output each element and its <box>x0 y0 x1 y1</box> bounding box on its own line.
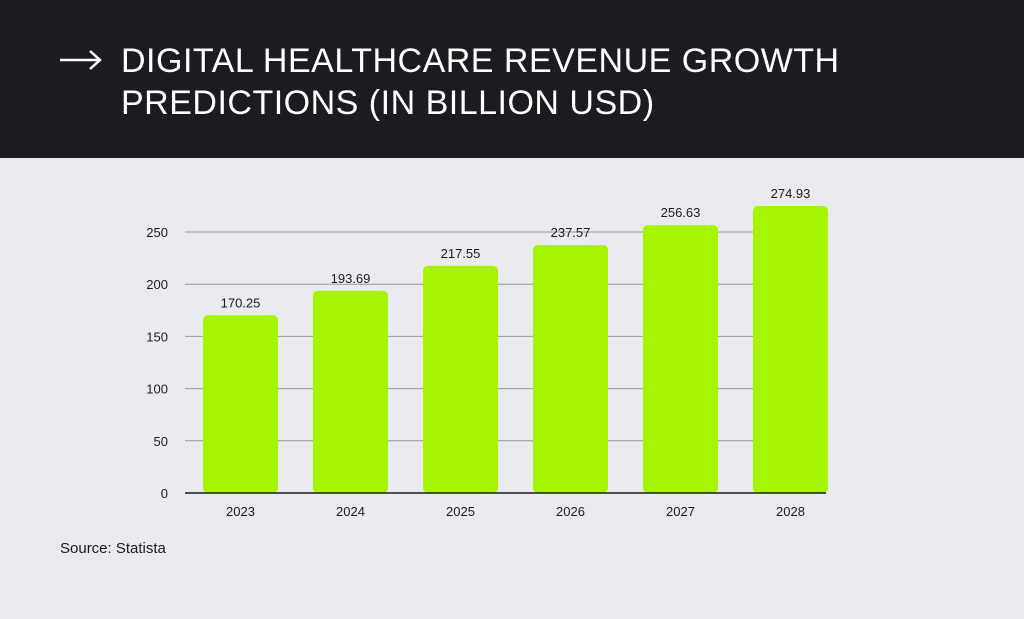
header-banner: DIGITAL HEALTHCARE REVENUE GROWTH PREDIC… <box>0 0 1024 158</box>
bar <box>203 315 278 493</box>
bar-value-label: 193.69 <box>331 271 371 286</box>
source-note: Source: Statista <box>60 540 166 557</box>
x-tick-label: 2025 <box>446 504 475 519</box>
x-tick-label: 2028 <box>776 504 805 519</box>
x-tick-label: 2024 <box>336 504 365 519</box>
y-tick-label: 150 <box>146 329 168 344</box>
arrow-right-icon <box>60 50 102 70</box>
bar-value-label: 237.57 <box>551 225 591 240</box>
bar <box>643 225 718 493</box>
page-title: DIGITAL HEALTHCARE REVENUE GROWTH PREDIC… <box>121 42 840 122</box>
bar <box>423 265 498 493</box>
bar-chart-svg: 0 50 100 150 200 250 170.25 2023 193.69 2024 217.5… <box>146 186 828 519</box>
bar <box>753 205 828 493</box>
y-tick-label: 100 <box>146 382 168 397</box>
x-tick-label: 2026 <box>556 504 585 519</box>
bar-chart: 0 50 100 150 200 250 170.25 2023 193.69 2024 217.5… <box>0 158 1024 614</box>
y-tick-label: 0 <box>161 486 168 501</box>
bar-value-label: 170.25 <box>221 295 261 310</box>
bar-value-label: 256.63 <box>661 205 701 220</box>
bar <box>533 244 608 493</box>
y-tick-label: 250 <box>146 225 168 240</box>
y-tick-label: 50 <box>154 434 168 449</box>
x-tick-label: 2023 <box>226 504 255 519</box>
bar-value-label: 217.55 <box>441 246 481 261</box>
bar <box>313 290 388 493</box>
x-tick-label: 2027 <box>666 504 695 519</box>
y-tick-label: 200 <box>146 277 168 292</box>
bar-value-label: 274.93 <box>771 186 811 201</box>
